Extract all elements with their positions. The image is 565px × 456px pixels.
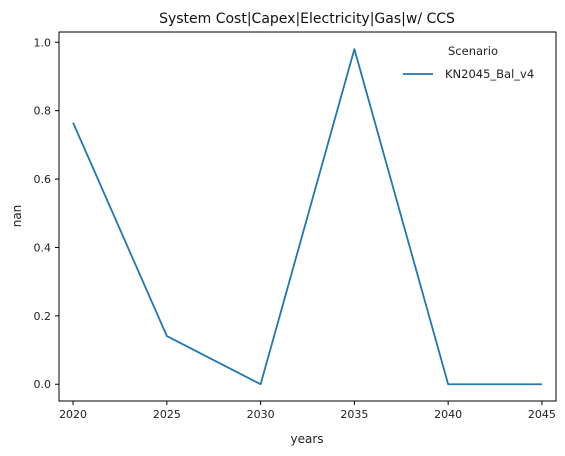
legend-title: Scenario: [448, 44, 498, 58]
y-tick-label: 0.8: [34, 105, 52, 118]
y-tick-label: 0.4: [34, 241, 52, 254]
x-tick-label: 2030: [247, 408, 275, 421]
x-tick-label: 2020: [59, 408, 87, 421]
series-lines: [72, 48, 542, 386]
y-tick-label: 0.2: [34, 310, 52, 323]
y-tick-label: 1.0: [34, 36, 52, 49]
x-tick-label: 2025: [153, 408, 181, 421]
y-axis-label: nan: [10, 205, 24, 228]
x-tick-label: 2040: [434, 408, 462, 421]
legend-entry-label: KN2045_Bal_v4: [445, 67, 534, 81]
y-tick-label: 0.0: [34, 378, 52, 391]
plot-area: [58, 31, 557, 402]
legend: Scenario KN2045_Bal_v4: [403, 44, 534, 81]
x-axis-label: years: [290, 432, 323, 446]
y-tick-label: 0.6: [34, 173, 52, 186]
x-tick-label: 2045: [528, 408, 556, 421]
series-line: [72, 48, 542, 386]
x-axis-ticks: 2020 2025 2030 2035 2040 2045: [59, 401, 556, 421]
chart-title: System Cost|Capex|Electricity|Gas|w/ CCS: [159, 11, 455, 27]
y-axis-ticks: 0.0 0.2 0.4 0.6 0.8 1.0: [34, 36, 59, 391]
x-tick-label: 2035: [340, 408, 368, 421]
